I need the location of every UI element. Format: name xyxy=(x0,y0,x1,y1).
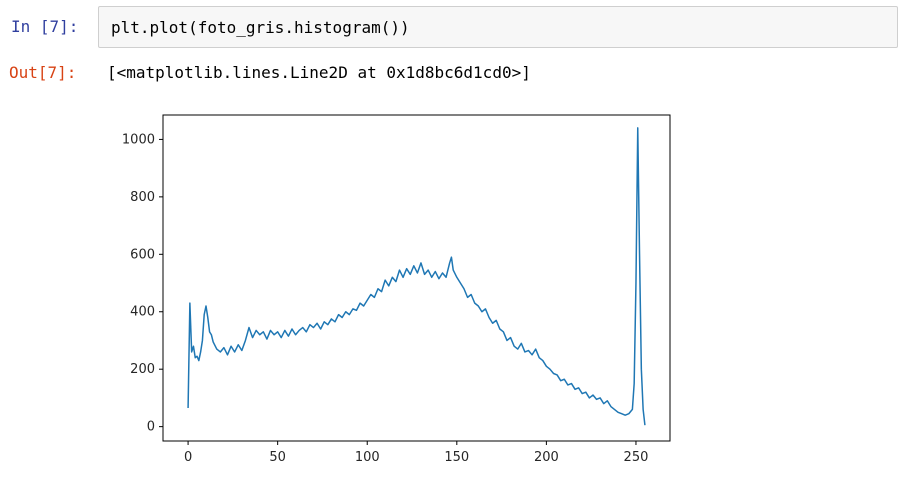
y-tick-label: 400 xyxy=(130,305,155,320)
histogram-line xyxy=(187,127,646,426)
y-tick-label: 0 xyxy=(147,420,155,435)
out-prompt: Out[7]: xyxy=(9,63,77,82)
x-tick-label: 250 xyxy=(624,450,649,465)
y-tick-label: 1000 xyxy=(122,132,155,147)
x-tick-label: 0 xyxy=(184,450,192,465)
output-text: [<matplotlib.lines.Line2D at 0x1d8bc6d1c… xyxy=(107,63,531,82)
plot-frame xyxy=(162,114,671,442)
code-text[interactable]: plt.plot(foto_gris.histogram()) xyxy=(111,18,410,37)
y-tick-label: 600 xyxy=(130,247,155,262)
in-prompt: In [7]: xyxy=(11,17,79,36)
axis-ticks: 0 50 100 150 200 250 0 200 400 600 800 1000 xyxy=(122,132,648,465)
x-tick-label: 200 xyxy=(534,450,559,465)
x-tick-label: 50 xyxy=(269,450,286,465)
y-tick-label: 800 xyxy=(130,190,155,205)
y-tick-label: 200 xyxy=(130,362,155,377)
x-tick-label: 100 xyxy=(355,450,380,465)
code-input-area[interactable]: plt.plot(foto_gris.histogram()) xyxy=(98,6,898,48)
histogram-plot: 0 50 100 150 200 250 0 200 400 600 800 1000 xyxy=(122,114,671,465)
x-tick-label: 150 xyxy=(444,450,469,465)
